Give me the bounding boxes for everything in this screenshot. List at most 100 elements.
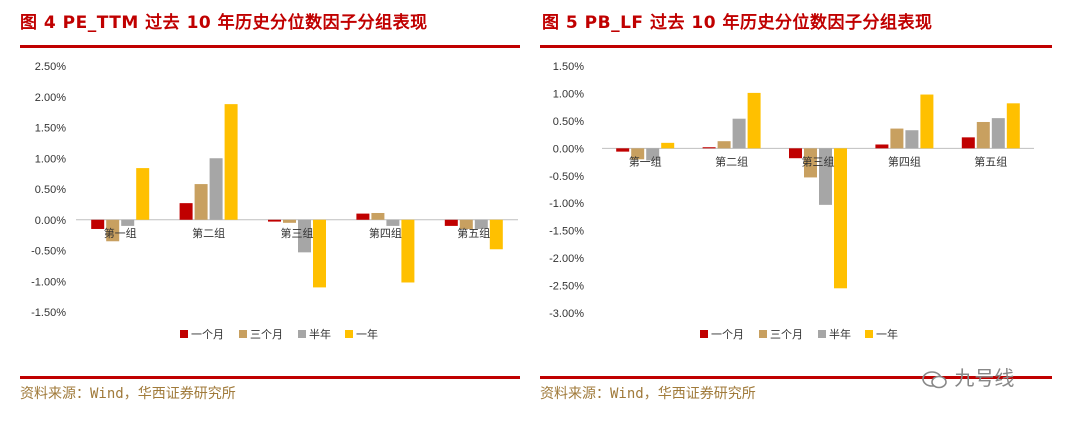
bar-半年-第一组	[121, 219, 135, 226]
bar-半年-第一组	[646, 148, 660, 161]
legend-label: 一年	[356, 327, 378, 341]
bar-一年-第二组	[747, 92, 761, 149]
bar-一年-第五组	[489, 219, 503, 250]
watermark-text: 九号线	[954, 366, 1015, 390]
y-tick-label: 0.50%	[35, 184, 66, 196]
bar-一个月-第五组	[961, 137, 975, 149]
bar-一个月-第四组	[875, 144, 889, 149]
y-tick-label: -1.50%	[549, 226, 584, 238]
bar-三个月-第一组	[106, 219, 120, 242]
category-label: 第一组	[629, 154, 662, 168]
legend-label: 半年	[829, 327, 851, 341]
y-tick-label: -0.50%	[31, 246, 66, 258]
y-tick-label: 1.00%	[553, 88, 584, 100]
bar-一年-第四组	[920, 94, 934, 149]
legend-label: 一个月	[191, 328, 224, 341]
y-tick-label: 0.50%	[553, 116, 584, 128]
right-bar-chart: 1.50% 1.00% 0.50% 0.00% -0.50% -1.00% -1.50% -2…	[549, 61, 1034, 341]
bar-一个月-第一组	[616, 148, 630, 152]
left-title-rule	[20, 45, 520, 48]
bar-一个月-第一组	[91, 219, 105, 229]
bar-一年-第三组	[834, 148, 847, 289]
bar-半年-第四组	[386, 219, 400, 226]
y-tick-label: -1.50%	[31, 307, 66, 319]
y-tick-label: -2.00%	[549, 253, 584, 265]
category-label: 第三组	[802, 154, 835, 168]
bar-三个月-第三组	[283, 219, 296, 223]
legend-label: 三个月	[250, 328, 283, 341]
category-label: 第五组	[457, 226, 490, 240]
y-tick-label: 1.50%	[553, 61, 584, 73]
category-label: 第三组	[281, 226, 314, 240]
y-tick-label: 1.50%	[35, 123, 66, 135]
bar-一年-第四组	[401, 219, 415, 283]
bar-三个月-第三组	[804, 148, 817, 178]
bar-一个月-第二组	[179, 203, 193, 220]
legend-swatch	[700, 330, 708, 338]
right-figure-title: 图 5 PB_LF 过去 10 年历史分位数因子分组表现	[542, 13, 933, 33]
bar-一年-第一组	[661, 142, 675, 149]
bar-三个月-第五组	[976, 121, 990, 149]
bar-半年-第五组	[474, 219, 488, 229]
bar-一个月-第三组	[789, 148, 802, 159]
left-source-note: 资料来源：Wind，华西证券研究所	[20, 386, 236, 402]
bar-一个月-第四组	[356, 213, 370, 220]
right-figure-panel: 图 5 PB_LF 过去 10 年历史分位数因子分组表现 资料来源：Wind，华…	[540, 0, 1080, 422]
category-label: 第二组	[715, 154, 748, 168]
legend-label: 三个月	[770, 328, 803, 341]
left-source-rule	[20, 376, 520, 379]
right-title-rule	[540, 45, 1052, 48]
legend-swatch	[239, 330, 247, 338]
bar-半年-第五组	[991, 118, 1005, 149]
legend-swatch	[180, 330, 188, 338]
y-tick-label: 2.00%	[35, 92, 66, 104]
legend-swatch	[345, 330, 353, 338]
bar-一年-第五组	[1006, 103, 1020, 149]
legend-swatch	[759, 330, 767, 338]
bar-三个月-第四组	[890, 128, 904, 149]
legend-swatch	[818, 330, 826, 338]
left-bar-chart: 2.50% 2.00% 1.50% 1.00% 0.50% 0.00% -0.50% -1.0…	[31, 61, 518, 341]
bar-半年-第三组	[819, 148, 832, 205]
y-tick-label: 1.00%	[35, 153, 66, 165]
bar-三个月-第四组	[371, 212, 385, 220]
bar-一个月-第三组	[268, 219, 281, 222]
legend-label: 一年	[876, 327, 898, 341]
legend-label: 一个月	[711, 328, 744, 341]
bar-三个月-第二组	[717, 141, 731, 149]
bar-一年-第二组	[224, 104, 238, 220]
category-label: 第五组	[974, 154, 1007, 168]
right-source-note: 资料来源：Wind，华西证券研究所	[540, 386, 756, 402]
bar-一年-第一组	[136, 168, 150, 220]
y-tick-label: 2.50%	[35, 61, 66, 73]
y-tick-label: -0.50%	[549, 171, 584, 183]
legend-swatch	[865, 330, 873, 338]
left-figure-panel: 图 4 PE_TTM 过去 10 年历史分位数因子分组表现 资料来源：Wind，…	[20, 13, 520, 402]
category-label: 第一组	[104, 226, 137, 240]
y-tick-label: -2.50%	[549, 281, 584, 293]
y-tick-label: 0.00%	[35, 215, 66, 227]
y-tick-label: -1.00%	[549, 198, 584, 210]
y-tick-label: 0.00%	[553, 143, 584, 155]
category-label: 第四组	[888, 154, 921, 168]
legend-swatch	[298, 330, 306, 338]
watermark: 九号线	[922, 362, 1014, 391]
bar-三个月-第二组	[194, 184, 208, 220]
bar-一个月-第二组	[702, 147, 716, 149]
bar-一个月-第五组	[444, 219, 458, 226]
bar-三个月-第五组	[459, 219, 473, 229]
bar-一年-第三组	[313, 219, 326, 288]
category-label: 第四组	[369, 226, 402, 240]
chat-bubble-icon	[922, 370, 947, 388]
bar-半年-第三组	[298, 219, 311, 253]
legend-label: 半年	[309, 327, 331, 341]
bar-半年-第四组	[905, 130, 919, 149]
left-figure-title: 图 4 PE_TTM 过去 10 年历史分位数因子分组表现	[20, 13, 428, 33]
bar-半年-第二组	[209, 158, 223, 220]
category-label: 第二组	[192, 226, 225, 240]
y-tick-label: -1.00%	[31, 276, 66, 288]
bar-三个月-第一组	[631, 148, 645, 160]
right-source-rule	[540, 376, 1052, 379]
bar-半年-第二组	[732, 118, 746, 149]
y-tick-label: -3.00%	[549, 308, 584, 320]
